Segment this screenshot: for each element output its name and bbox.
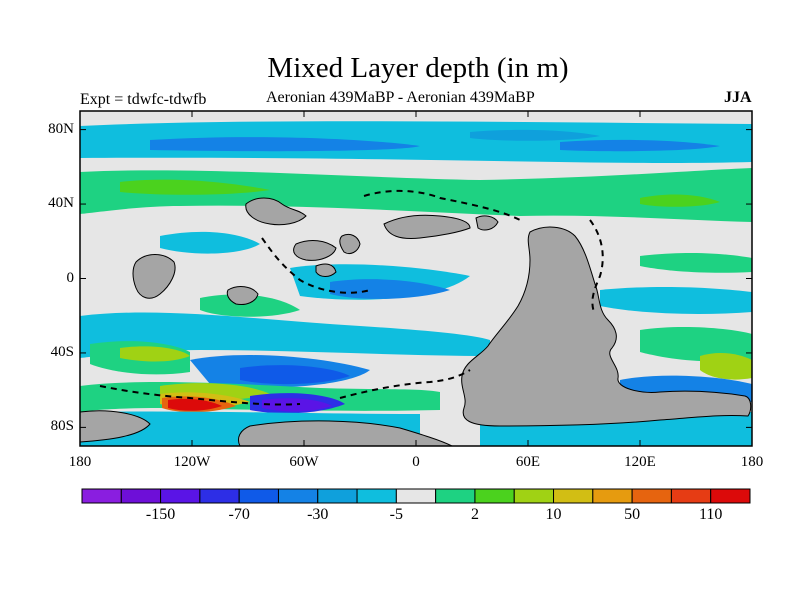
field-region [330, 279, 450, 299]
field-region [240, 365, 350, 385]
coastline-dashed [261, 237, 371, 294]
field-region [120, 179, 270, 195]
field-region [200, 294, 300, 317]
colorbar-label: -5 [389, 506, 403, 523]
lat-tick-label: 40S [50, 343, 74, 360]
colorbar-swatch [120, 488, 162, 504]
colorbar-swatch [317, 488, 358, 504]
lon-tick-label: 120W [173, 454, 211, 470]
coastline-dashed [99, 385, 301, 406]
colorbar-label: -150 [145, 506, 176, 523]
field-region [560, 139, 720, 152]
coastline-dashed [339, 369, 471, 399]
landmass [461, 226, 752, 427]
landmass [315, 263, 337, 277]
landmass [475, 215, 499, 231]
lat-tick-label: 80N [48, 120, 74, 137]
field-region [470, 129, 600, 141]
coastline-dashed [589, 219, 604, 313]
field-region [262, 398, 332, 412]
lat-tick-label: 40N [48, 195, 74, 212]
landmass [383, 214, 471, 239]
lon-tick-label: 0 [412, 454, 420, 470]
lon-tick-label: 60E [515, 454, 541, 470]
field-region [80, 121, 752, 163]
experiment-label: Expt = tdwfc-tdwfb [80, 91, 207, 108]
field-region [640, 252, 752, 273]
season-label: JJA [724, 89, 752, 106]
field-region [120, 346, 190, 362]
field-region [640, 194, 720, 207]
colorbar-swatch [395, 488, 437, 504]
coastline-dashed [363, 189, 521, 221]
lat-tick-label: 80S [50, 418, 74, 435]
colorbar [81, 488, 751, 504]
lon-tick-label: 180 [740, 454, 764, 470]
landmass [245, 197, 307, 226]
colorbar-swatch [199, 488, 240, 504]
field-region [160, 231, 260, 254]
landmass-layer [80, 189, 752, 446]
colorbar-swatch [513, 488, 555, 504]
field-region [80, 168, 752, 222]
field-layer [80, 121, 752, 446]
landmass [226, 286, 259, 305]
landmass [293, 240, 337, 261]
colorbar-label: 50 [624, 506, 641, 523]
colorbar-swatch [238, 488, 279, 504]
colorbar-swatch [160, 488, 201, 504]
landmass [339, 233, 361, 255]
colorbar-swatch [435, 488, 476, 504]
colorbar-swatch [553, 488, 594, 504]
landmass [132, 254, 176, 299]
colorbar-swatch [356, 488, 397, 504]
colorbar-label: 10 [545, 506, 562, 523]
field-region [150, 137, 420, 152]
colorbar-swatch [670, 488, 712, 504]
lat-tick-label: 0 [66, 269, 75, 286]
colorbar-swatch [631, 488, 672, 504]
map-title: Mixed Layer depth (in m) [267, 52, 569, 84]
landmass [237, 420, 453, 446]
colorbar-swatch [277, 488, 319, 504]
lon-tick-label: 60W [289, 454, 319, 470]
field-region [80, 312, 490, 358]
colorbar-swatch [81, 488, 122, 504]
colorbar-label: -70 [228, 506, 250, 523]
axis-ticks [79, 111, 753, 446]
field-region [168, 398, 222, 411]
map-subtitle: Aeronian 439MaBP - Aeronian 439MaBP [266, 89, 535, 106]
field-region [640, 327, 752, 362]
colorbar-swatch [592, 488, 633, 504]
colorbar-label: -30 [307, 506, 329, 523]
colorbar-label: 110 [699, 506, 723, 523]
landmass [80, 410, 151, 443]
lon-tick-label: 180 [68, 454, 92, 470]
colorbar-swatch [710, 488, 751, 504]
colorbar-swatch [474, 488, 515, 504]
colorbar-label: 2 [470, 506, 479, 523]
field-region [600, 286, 752, 314]
lon-tick-label: 120E [624, 454, 656, 470]
field-region [700, 353, 752, 380]
